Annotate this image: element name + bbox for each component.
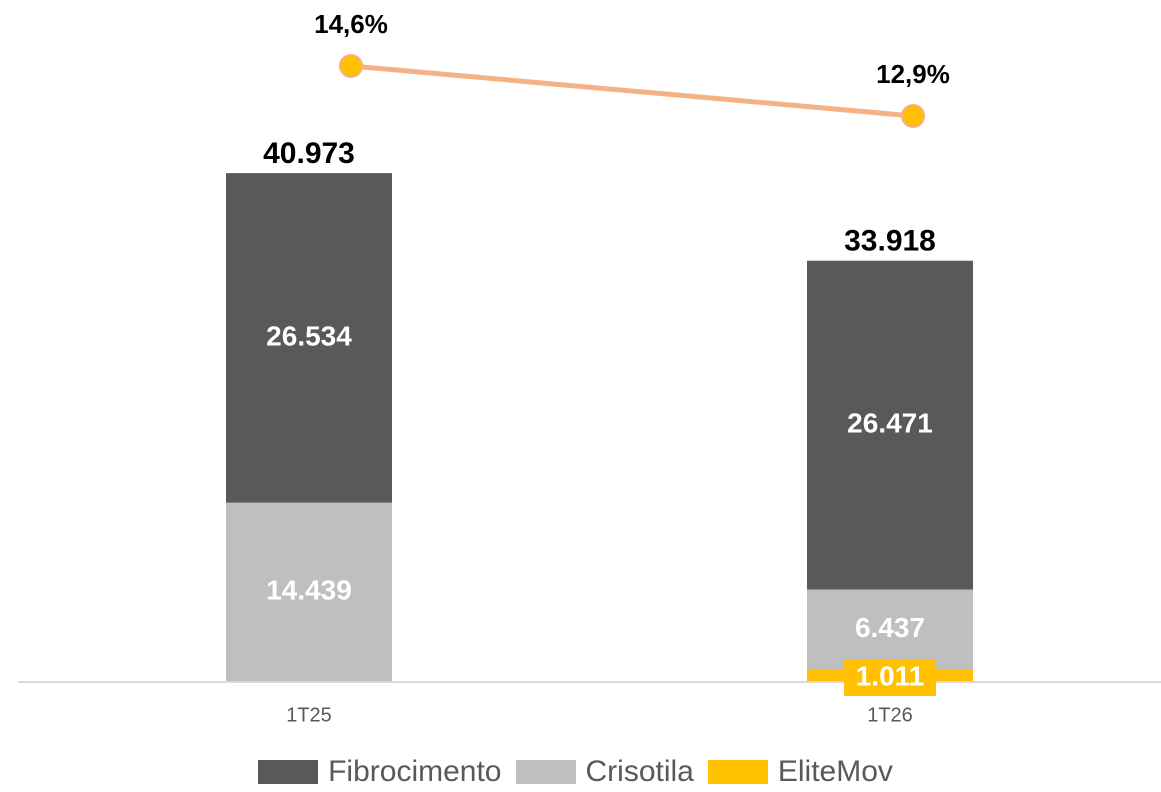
stacked-bar-chart: 14.439 26.534 40.973 1T25 1.011 6.437 26.471 33… bbox=[18, 9, 1161, 726]
legend-swatch-fibrocimento bbox=[258, 760, 319, 784]
data-label-fibrocimento-1t25: 26.534 bbox=[266, 320, 352, 351]
legend-item-elitemov: EliteMov bbox=[707, 755, 903, 789]
legend-swatch-elitemov bbox=[707, 760, 768, 784]
line-series-path bbox=[350, 63, 914, 119]
labels-layer: 14.439 26.534 40.973 1T25 1.011 6.437 26.471 33… bbox=[263, 9, 950, 726]
x-tick-label-1t26: 1T26 bbox=[867, 704, 913, 726]
legend-label-crisotila: Crisotila bbox=[585, 755, 694, 788]
data-label-crisotila-1t25: 14.439 bbox=[266, 575, 352, 606]
line-label-1t25: 14,6% bbox=[314, 9, 388, 39]
legend-item-fibrocimento: Fibrocimento bbox=[258, 755, 511, 789]
data-label-fibrocimento-1t26: 26.471 bbox=[847, 408, 933, 439]
legend-swatch-crisotila bbox=[515, 760, 576, 784]
data-label-crisotila-1t26: 6.437 bbox=[855, 612, 925, 643]
legend-item-crisotila: Crisotila bbox=[515, 755, 704, 789]
legend-label-fibrocimento: Fibrocimento bbox=[328, 755, 502, 788]
line-label-1t26: 12,9% bbox=[876, 59, 950, 89]
bar-fibrocimento-1t26 bbox=[807, 260, 973, 590]
total-label-1t26: 33.918 bbox=[844, 225, 936, 258]
data-label-elitemov-1t26: 1.011 bbox=[856, 660, 925, 691]
bar-crisotila-1t26 bbox=[807, 589, 973, 670]
line-marker-1t25 bbox=[339, 54, 363, 78]
line-marker-1t26 bbox=[901, 103, 925, 128]
line-series-layer bbox=[339, 54, 925, 128]
legend: Fibrocimento Crisotila EliteMov bbox=[0, 752, 1161, 792]
legend-label-elitemov: EliteMov bbox=[777, 755, 893, 788]
data-label-bg-elitemov-1t26 bbox=[844, 660, 936, 696]
total-label-1t25: 40.973 bbox=[263, 137, 355, 170]
bars-layer bbox=[226, 173, 973, 682]
x-tick-label-1t25: 1T25 bbox=[286, 704, 332, 726]
bar-crisotila-1t25 bbox=[226, 502, 392, 682]
bar-fibrocimento-1t25 bbox=[226, 173, 392, 503]
